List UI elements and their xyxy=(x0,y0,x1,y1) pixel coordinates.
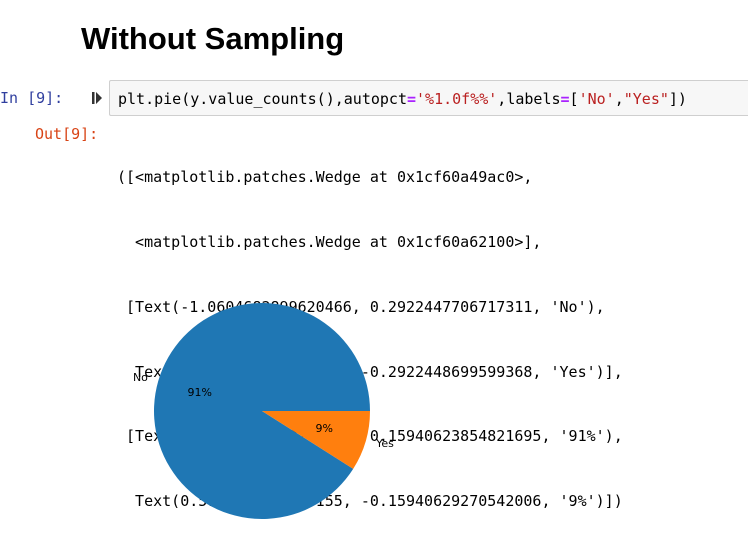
code-label-no: 'No' xyxy=(578,90,615,108)
code-line: plt.pie(y.value_counts(),autopct='%1.0f%… xyxy=(118,89,687,109)
code-list-open: [ xyxy=(569,90,579,108)
section-heading: Without Sampling xyxy=(81,21,345,56)
code-input-area[interactable]: plt.pie(y.value_counts(),autopct='%1.0f%… xyxy=(109,80,748,116)
code-equals-1: = xyxy=(406,90,417,108)
code-label-yes: "Yes" xyxy=(623,90,669,108)
output-line: ([<matplotlib.patches.Wedge at 0x1cf60a4… xyxy=(117,168,533,187)
run-cell-icon[interactable] xyxy=(88,89,106,107)
code-suffix: ]) xyxy=(668,90,687,108)
pie-pct-label-no: 91% xyxy=(188,386,212,399)
code-equals-2: = xyxy=(560,90,570,108)
code-autopct-string: '%1.0f%%' xyxy=(416,90,498,108)
output-prompt: Out[9]: xyxy=(35,125,99,143)
output-line: <matplotlib.patches.Wedge at 0x1cf60a621… xyxy=(117,232,542,251)
code-comma: , xyxy=(614,90,624,108)
pie-label-yes: Yes xyxy=(375,437,394,450)
code-prefix: plt.pie(y.value_counts(),autopct xyxy=(118,90,407,108)
run-icon-glyph xyxy=(92,92,102,104)
pie-wedge-no xyxy=(154,303,370,520)
pie-pct-label-yes: 9% xyxy=(316,422,333,435)
pie-label-no: No xyxy=(133,371,148,384)
input-prompt: In [9]: xyxy=(0,89,64,107)
code-labels-arg: ,labels xyxy=(497,90,561,108)
pie-wedge-yes xyxy=(262,411,370,469)
pie-chart: No 91% Yes 9% xyxy=(133,303,394,520)
